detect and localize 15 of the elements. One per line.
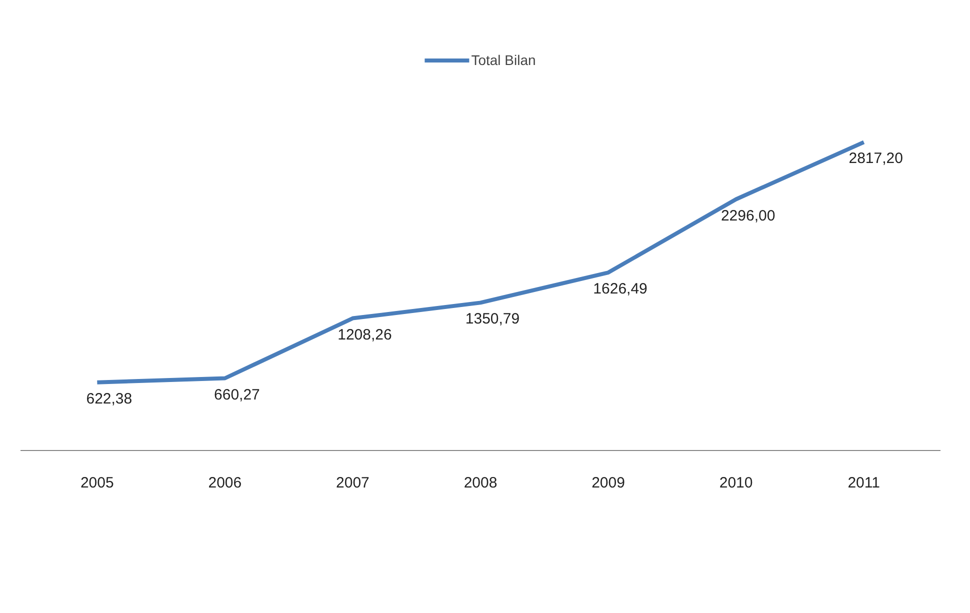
data-label: 2296,00 <box>720 207 776 224</box>
data-label: 2817,20 <box>848 150 903 168</box>
data-label: 1626,49 <box>593 280 648 298</box>
x-tick-label: 2009 <box>592 474 625 492</box>
x-tick-label: 2011 <box>848 474 880 492</box>
x-tick-label: 2005 <box>80 474 114 492</box>
x-tick-label: 2008 <box>464 474 498 492</box>
data-label: 1350,79 <box>465 310 520 328</box>
x-tick-label: 2007 <box>336 474 370 492</box>
x-tick-label: 2006 <box>208 474 242 492</box>
data-label: 622,38 <box>86 390 132 408</box>
x-tick-label: 2010 <box>719 474 753 492</box>
legend-label: Total Bilan <box>471 52 536 68</box>
data-label: 660,27 <box>214 386 260 404</box>
data-label: 1208,26 <box>338 326 392 344</box>
